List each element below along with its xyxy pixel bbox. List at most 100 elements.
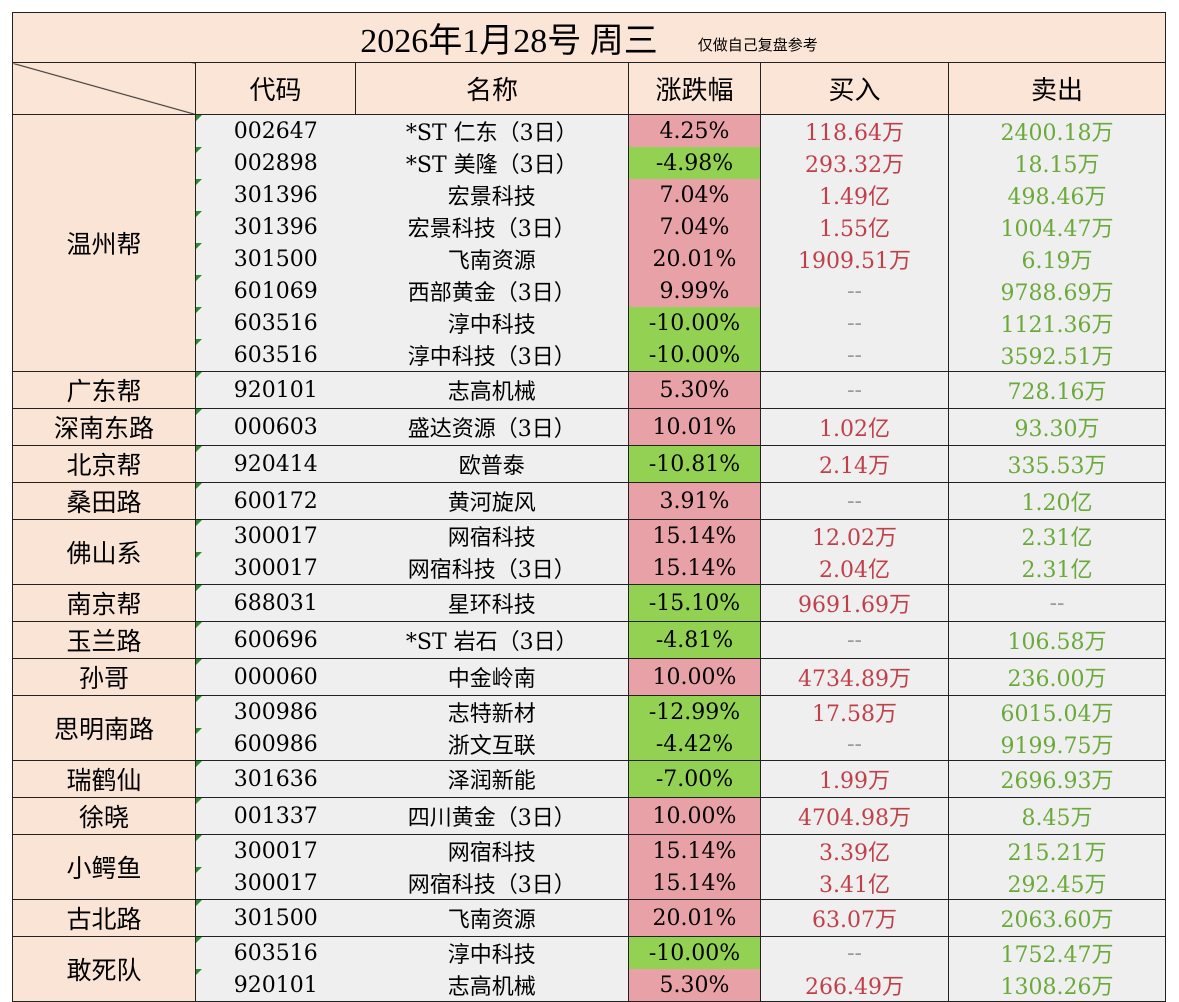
buy-cell: 4704.98万 [760, 797, 949, 835]
buy-cell: -- [760, 275, 949, 307]
title-row: 2026年1月28号 周三 仅做自己复盘参考 [11, 12, 1167, 63]
group-name: 古北路 [12, 899, 196, 937]
cell-marker-icon [196, 969, 202, 975]
buy-cell: 293.32万 [760, 147, 949, 179]
sell-cell: 8.45万 [947, 797, 1167, 835]
group-name: 徐晓 [12, 797, 196, 835]
code-text: 300017 [233, 838, 318, 864]
code-text: 301500 [233, 905, 318, 931]
name-cell: 西部黄金（3日） [355, 275, 629, 307]
table-row: 301396 宏景科技（3日） 7.04% 1.55亿 1004.47万 [13, 211, 1167, 243]
table-row: 古北路 301500 飞南资源 20.01% 63.07万 2063.60万 [12, 899, 1167, 937]
code-cell: 000603 [195, 408, 356, 446]
sell-cell: 106.58万 [947, 621, 1167, 659]
pct-cell: -10.00% [628, 339, 761, 372]
group-name: 瑞鹤仙 [12, 760, 196, 798]
pct-cell: 15.14% [628, 867, 761, 900]
sell-cell: 2696.93万 [947, 760, 1167, 798]
code-text: 301396 [233, 214, 318, 240]
cell-marker-icon [196, 937, 202, 943]
name-cell: 宏景科技（3日） [355, 211, 629, 243]
code-cell: 301636 [195, 760, 356, 798]
code-text: 300017 [233, 555, 318, 581]
code-cell: 603516 [195, 936, 356, 969]
code-text: 001337 [233, 803, 318, 829]
title-note: 仅做自己复盘参考 [697, 37, 818, 54]
header-row: 代码 名称 涨跌幅 买入 卖出 [12, 62, 1167, 115]
buy-cell: 17.58万 [760, 695, 949, 728]
pct-cell: -4.81% [628, 621, 761, 659]
pct-cell: 20.01% [628, 899, 761, 937]
group-name: 北京帮 [12, 445, 196, 483]
pct-cell: -12.99% [628, 695, 761, 728]
header-name: 名称 [355, 62, 629, 115]
pct-cell: 4.25% [628, 114, 761, 147]
name-cell: 四川黄金（3日） [355, 797, 629, 835]
name-cell: 志高机械 [355, 371, 629, 409]
buy-cell: 266.49万 [760, 969, 949, 1002]
sell-cell: 6.19万 [947, 243, 1167, 275]
cell-marker-icon [196, 585, 202, 591]
table-row: 温州帮 002647 *ST 仁东（3日） 4.25% 118.64万 2400.18万 [12, 114, 1167, 372]
cell-marker-icon [196, 179, 202, 185]
table-row: 桑田路 600172 黄河旋风 3.91% -- 1.20亿 [12, 482, 1167, 520]
sell-cell: 1752.47万 [947, 936, 1167, 969]
sell-cell: 498.46万 [947, 179, 1167, 211]
table-row: 思明南路 300986 志特新材 -12.99% 17.58万 6015.04万 [12, 695, 1167, 761]
pct-cell: 5.30% [628, 371, 761, 409]
sell-cell: 236.00万 [947, 658, 1167, 696]
code-cell: 600696 [195, 621, 356, 659]
pct-cell: 9.99% [628, 275, 761, 307]
code-cell: 920414 [195, 445, 356, 483]
group-name: 温州帮 [12, 114, 196, 372]
buy-cell: -- [760, 482, 949, 520]
pct-cell: 15.14% [628, 834, 761, 867]
cell-marker-icon [196, 835, 202, 841]
header-buy: 买入 [760, 62, 949, 115]
cell-marker-icon [196, 147, 202, 153]
code-text: 603516 [233, 310, 318, 336]
group-name: 广东帮 [12, 371, 196, 409]
name-cell: 飞南资源 [355, 899, 629, 937]
pct-cell: 10.00% [628, 658, 761, 696]
trading-table: 2026年1月28号 周三 仅做自己复盘参考 代码 名称 涨跌幅 买入 卖出 温州… [11, 12, 1167, 1002]
sell-cell: 2.31亿 [947, 519, 1167, 552]
code-cell: 301396 [195, 211, 356, 243]
cell-marker-icon [196, 446, 202, 452]
buy-cell: -- [760, 728, 949, 761]
table-row: 瑞鹤仙 301636 泽润新能 -7.00% 1.99万 2696.93万 [12, 760, 1167, 798]
pct-cell: -10.81% [628, 445, 761, 483]
buy-cell: -- [760, 339, 949, 372]
buy-cell: -- [760, 936, 949, 969]
table-row: 600986 浙文互联 -4.42% -- 9199.75万 [13, 728, 1167, 761]
code-text: 002647 [233, 118, 318, 144]
code-cell: 300986 [195, 695, 356, 728]
code-text: 301396 [233, 182, 318, 208]
cell-marker-icon [196, 211, 202, 217]
table-row: 300017 网宿科技（3日） 15.14% 2.04亿 2.31亿 [13, 552, 1167, 585]
code-text: 603516 [233, 940, 318, 966]
sell-cell: -- [947, 584, 1167, 622]
pct-cell: 7.04% [628, 211, 761, 243]
buy-cell: 1.49亿 [760, 179, 949, 211]
table-row: 300017 网宿科技（3日） 15.14% 3.41亿 292.45万 [13, 867, 1167, 900]
table-row: 玉兰路 600696 *ST 岩石（3日） -4.81% -- 106.58万 [12, 621, 1167, 659]
code-cell: 001337 [195, 797, 356, 835]
name-cell: 盛达资源（3日） [355, 408, 629, 446]
table-row: 603516 淳中科技 -10.00% -- 1121.36万 [13, 307, 1167, 339]
sell-cell: 1.20亿 [947, 482, 1167, 520]
code-cell: 301500 [195, 243, 356, 275]
code-cell: 300017 [195, 834, 356, 867]
cell-marker-icon [196, 372, 202, 378]
group-name: 思明南路 [12, 695, 196, 761]
header-code: 代码 [195, 62, 356, 115]
sell-cell: 215.21万 [947, 834, 1167, 867]
sell-cell: 9199.75万 [947, 728, 1167, 761]
name-cell: 星环科技 [355, 584, 629, 622]
code-cell: 601069 [195, 275, 356, 307]
table-row: 603516 淳中科技（3日） -10.00% -- 3592.51万 [13, 339, 1167, 372]
buy-cell: 1.02亿 [760, 408, 949, 446]
pct-cell: 7.04% [628, 179, 761, 211]
code-text: 600986 [233, 731, 318, 757]
buy-cell: 63.07万 [760, 899, 949, 937]
